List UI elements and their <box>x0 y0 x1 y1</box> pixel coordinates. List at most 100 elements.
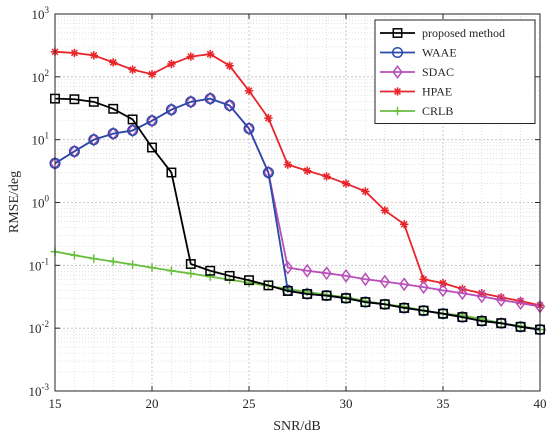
data-point-proposed-method <box>263 280 274 291</box>
asterisk-stroke <box>381 206 389 214</box>
series-line-waae <box>54 97 541 331</box>
y-tick-label: 10-2 <box>29 319 50 336</box>
data-point-proposed-method <box>205 265 216 276</box>
x-axis-label: SNR/dB <box>273 419 320 434</box>
data-point-hpae <box>303 166 312 175</box>
data-point-proposed-method <box>438 308 448 319</box>
data-point-proposed-method <box>457 312 468 323</box>
data-point-sdac <box>108 126 119 141</box>
data-point-sdac <box>340 268 352 283</box>
data-point-crlb <box>89 254 98 263</box>
legend-label: SDAC <box>422 65 454 79</box>
data-point-waae <box>243 123 255 135</box>
y-tick-label: 10-1 <box>29 256 50 273</box>
data-point-hpae <box>128 65 137 74</box>
data-point-waae <box>185 96 197 108</box>
legend-marker <box>392 28 403 38</box>
data-point-hpae <box>70 48 79 58</box>
asterisk-stroke <box>361 187 369 195</box>
x-tick-label: 20 <box>146 396 159 411</box>
data-point-sdac <box>282 260 293 275</box>
y-tick-exponent: 2 <box>45 68 50 78</box>
legend-item-sdac: SDAC <box>380 65 454 79</box>
asterisk-stroke <box>109 58 117 66</box>
y-tick-exponent: -2 <box>42 319 50 329</box>
data-point-sdac <box>321 266 332 281</box>
data-point-hpae <box>244 86 254 95</box>
y-tick-base: 10 <box>32 133 45 148</box>
data-point-hpae <box>438 278 448 288</box>
data-point-hpae <box>361 187 370 196</box>
data-point-proposed-method <box>88 96 99 107</box>
data-point-sdac <box>437 283 449 298</box>
y-tick-exponent: 1 <box>45 131 50 141</box>
series-line-proposed-method <box>54 97 541 331</box>
data-point-proposed-method <box>302 289 313 299</box>
asterisk-stroke <box>70 49 78 57</box>
data-point-sdac <box>243 121 255 136</box>
asterisk-stroke <box>264 114 272 122</box>
data-point-waae <box>68 145 80 157</box>
data-point-hpae <box>89 51 98 60</box>
data-point-hpae <box>147 70 157 79</box>
data-point-proposed-method <box>360 297 371 308</box>
data-point-proposed-method <box>244 275 254 286</box>
x-tick-label: 35 <box>437 396 450 411</box>
data-point-crlb <box>70 250 79 260</box>
data-point-proposed-method <box>69 94 80 105</box>
data-point-hpae <box>322 172 331 181</box>
x-tick-label: 25 <box>243 396 256 411</box>
data-point-proposed-method <box>282 286 293 296</box>
legend-marker <box>391 46 404 59</box>
legend-marker <box>393 106 402 116</box>
series-proposed-method <box>50 93 545 335</box>
data-point-sdac <box>418 280 429 295</box>
data-point-waae <box>165 104 177 116</box>
data-point-sdac <box>515 296 526 311</box>
data-point-waae <box>204 93 216 105</box>
asterisk-stroke <box>90 51 98 59</box>
data-point-sdac <box>205 91 216 106</box>
legend-item-hpae: HPAE <box>380 85 452 99</box>
asterisk-stroke <box>394 88 401 95</box>
data-point-hpae <box>206 49 215 59</box>
data-point-hpae <box>186 52 195 61</box>
asterisk-stroke <box>129 66 137 74</box>
series-hpae <box>50 47 545 310</box>
data-point-proposed-method <box>127 114 138 125</box>
asterisk-stroke <box>187 53 195 61</box>
data-point-sdac <box>496 293 507 308</box>
data-point-hpae <box>283 160 292 169</box>
data-point-proposed-method <box>476 316 487 326</box>
series-line-hpae <box>54 50 541 307</box>
data-point-crlb <box>206 272 215 281</box>
asterisk-stroke <box>206 50 214 58</box>
legend: proposed method WAAE SDAC HPAE CRLB <box>374 19 536 124</box>
x-tick-label: 40 <box>534 396 547 411</box>
data-point-waae <box>127 124 139 137</box>
data-point-sdac <box>399 277 410 292</box>
data-point-proposed-method <box>166 167 177 178</box>
y-tick-label: 102 <box>32 68 50 85</box>
legend-marker <box>392 65 403 79</box>
asterisk-stroke <box>439 279 447 287</box>
y-axis-label: RMSE/deg <box>7 171 22 233</box>
data-point-waae <box>224 99 236 112</box>
y-tick-label: 100 <box>32 194 50 211</box>
y-tick-label: 10-3 <box>29 382 50 399</box>
data-point-sdac <box>457 286 468 301</box>
x-tick-label: 30 <box>340 396 353 411</box>
data-point-sdac <box>360 272 371 287</box>
legend-label: CRLB <box>422 104 453 118</box>
data-point-proposed-method <box>379 299 390 310</box>
data-point-sdac <box>88 132 99 147</box>
data-point-hpae <box>109 58 118 67</box>
data-point-proposed-method <box>224 270 235 281</box>
legend-label: HPAE <box>422 85 452 99</box>
data-point-waae <box>107 128 119 140</box>
asterisk-stroke <box>303 167 311 175</box>
data-point-sdac <box>379 274 390 289</box>
